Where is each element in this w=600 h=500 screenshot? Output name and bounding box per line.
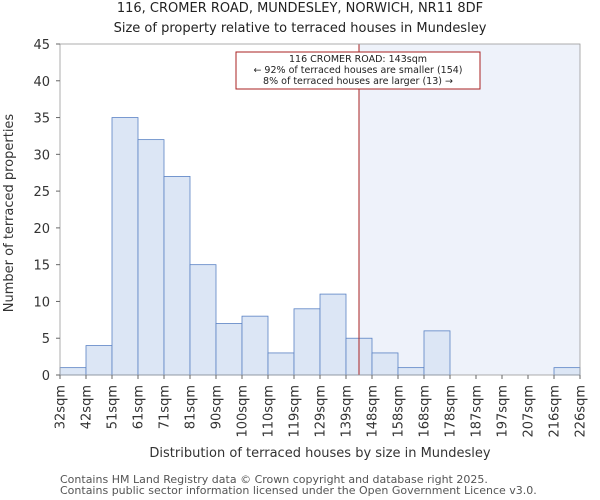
y-tick-label: 25 bbox=[33, 185, 50, 200]
y-tick-label: 0 bbox=[42, 369, 50, 384]
y-axis: 0 5 10 15 20 25 30 35 40 45 bbox=[33, 38, 60, 384]
bar-119sqm bbox=[293, 308, 321, 376]
x-tick-label: 32sqm bbox=[54, 385, 69, 429]
x-tick-label: 129sqm bbox=[314, 385, 329, 438]
annotation-frame bbox=[235, 51, 481, 90]
x-tick-label: 139sqm bbox=[340, 385, 355, 438]
footer-line-2: Contains public sector information licen… bbox=[60, 484, 537, 497]
x-tick-label: 168sqm bbox=[418, 385, 433, 438]
y-tick-label: 35 bbox=[33, 112, 50, 127]
x-axis: 32sqm 42sqm 51sqm 61sqm 71sqm 81sqm 90sqm 100sq… bbox=[54, 375, 589, 438]
chart-subtitle: Size of property relative to terraced ho… bbox=[114, 21, 487, 36]
highlight-region bbox=[359, 44, 580, 375]
bar-51sqm bbox=[111, 117, 139, 376]
bar-168sqm bbox=[423, 330, 451, 376]
bar-71sqm bbox=[163, 175, 191, 376]
bar-32sqm bbox=[59, 367, 87, 376]
x-axis-label: Distribution of terraced houses by size … bbox=[149, 446, 491, 461]
x-tick-label: 207sqm bbox=[522, 385, 537, 438]
x-tick-label: 119sqm bbox=[288, 385, 303, 438]
bar-group bbox=[59, 117, 581, 376]
bar-148sqm bbox=[371, 352, 399, 376]
x-tick-label: 197sqm bbox=[496, 385, 511, 438]
bar-100sqm bbox=[241, 315, 269, 376]
y-tick-label: 45 bbox=[33, 38, 50, 53]
x-tick-label: 100sqm bbox=[236, 385, 251, 438]
x-tick-label: 226sqm bbox=[574, 385, 589, 438]
x-tick-label: 216sqm bbox=[548, 385, 563, 438]
bar-61sqm bbox=[137, 139, 165, 376]
x-tick-label: 71sqm bbox=[158, 385, 173, 429]
bar-110sqm bbox=[267, 352, 295, 376]
x-tick-label: 158sqm bbox=[392, 385, 407, 438]
bar-90sqm bbox=[215, 323, 243, 376]
annotation-line-3: 8% of terraced houses are larger (13) → bbox=[263, 76, 453, 87]
annotation-line-2: ← 92% of terraced houses are smaller (15… bbox=[253, 65, 462, 76]
x-tick-label: 81sqm bbox=[184, 385, 199, 429]
y-tick-label: 15 bbox=[33, 259, 50, 274]
x-tick-label: 148sqm bbox=[366, 385, 381, 438]
bar-42sqm bbox=[85, 345, 113, 376]
x-tick-label: 42sqm bbox=[80, 385, 95, 429]
x-tick-label: 187sqm bbox=[470, 385, 485, 438]
y-tick-label: 20 bbox=[33, 222, 50, 237]
x-tick-label: 51sqm bbox=[106, 385, 121, 429]
x-tick-label: 61sqm bbox=[132, 385, 147, 429]
x-tick-label: 90sqm bbox=[210, 385, 225, 429]
footer-line-1: Contains HM Land Registry data © Crown c… bbox=[60, 473, 488, 486]
y-tick-label: 10 bbox=[33, 295, 50, 310]
chart-title: 116, CROMER ROAD, MUNDESLEY, NORWICH, NR… bbox=[117, 1, 483, 16]
x-tick-label: 178sqm bbox=[444, 385, 459, 438]
bar-129sqm bbox=[319, 293, 347, 376]
bar-158sqm bbox=[397, 367, 425, 376]
bar-81sqm bbox=[189, 264, 217, 376]
y-tick-label: 5 bbox=[42, 332, 50, 347]
y-tick-label: 30 bbox=[33, 148, 50, 163]
y-tick-label: 40 bbox=[33, 75, 50, 90]
bar-216sqm bbox=[553, 367, 581, 376]
annotation-box: 116 CROMER ROAD: 143sqm ← 92% of terrace… bbox=[235, 51, 481, 90]
y-axis-label: Number of terraced properties bbox=[2, 114, 17, 313]
annotation-line-1: 116 CROMER ROAD: 143sqm bbox=[289, 54, 427, 65]
x-tick-label: 110sqm bbox=[262, 385, 277, 438]
